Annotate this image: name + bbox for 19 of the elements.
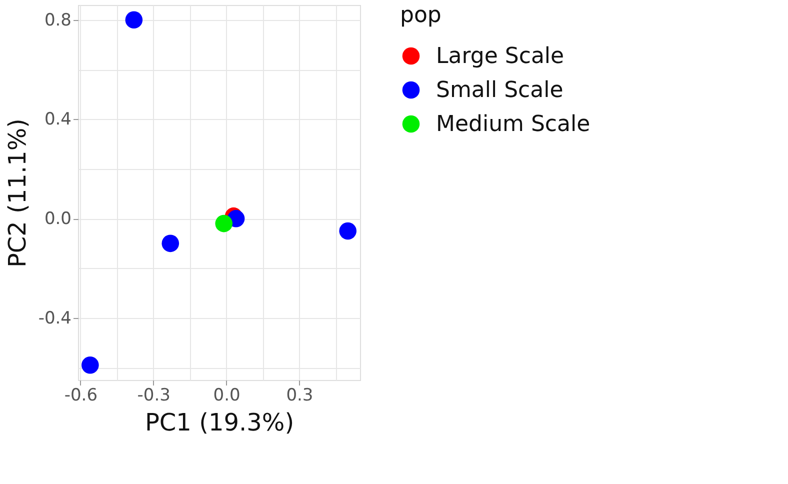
legend-label: Large Scale: [436, 44, 564, 69]
y-tick-label: 0.4: [44, 110, 72, 130]
legend-label: Medium Scale: [436, 112, 590, 137]
y-tick-label: 0.8: [44, 10, 72, 30]
x-tick-label: 0.0: [213, 386, 240, 406]
point: [81, 356, 99, 374]
point: [215, 214, 233, 232]
y-tick-label: 0.0: [44, 209, 72, 230]
y-axis-title: PC2 (11.1%): [3, 118, 32, 268]
legend-title: pop: [400, 3, 442, 28]
x-tick-label: -0.3: [137, 386, 170, 406]
y-tick-label: -0.4: [38, 308, 72, 328]
point: [339, 222, 357, 240]
point: [162, 234, 180, 252]
legend-label: Small Scale: [436, 78, 564, 103]
x-tick-label: 0.3: [286, 386, 314, 406]
x-tick-label: -0.6: [64, 386, 98, 406]
x-axis-title: PC1 (19.3%): [144, 408, 294, 436]
point: [125, 11, 143, 29]
